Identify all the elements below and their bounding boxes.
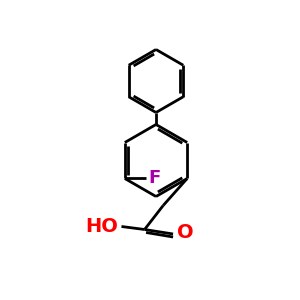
Text: HO: HO [85,217,118,236]
Text: F: F [148,169,160,188]
Text: O: O [177,223,194,242]
